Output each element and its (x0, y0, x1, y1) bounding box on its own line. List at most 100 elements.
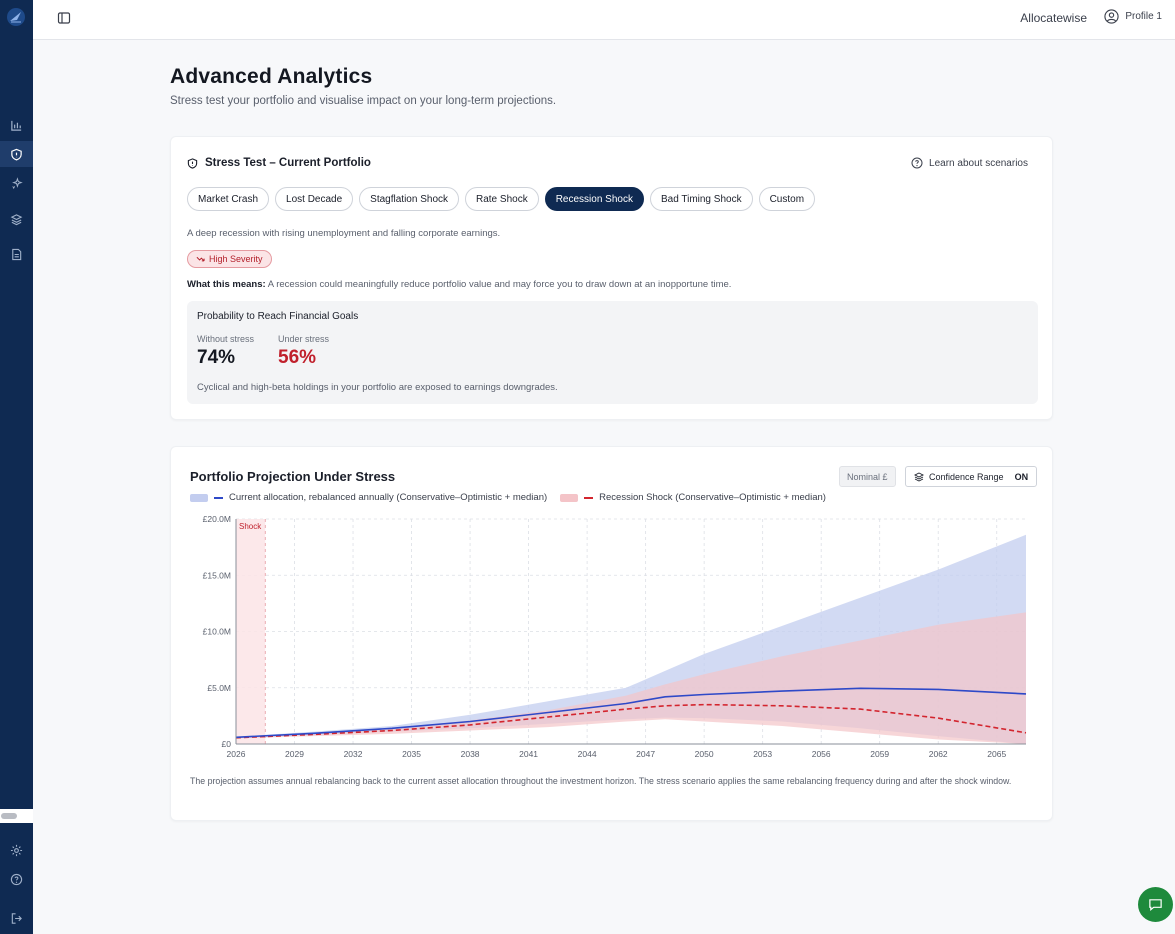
chat-button[interactable] (1138, 887, 1173, 922)
legend-line-stress (584, 496, 594, 499)
scenario-selector: Market Crash Lost Decade Stagflation Sho… (187, 187, 816, 211)
projection-chart: £0 £5.0M £10.0M £15.0M £20.0M 2026 2029 2032 203… (203, 514, 1027, 759)
sidebar (0, 0, 33, 934)
scenario-lost-decade[interactable]: Lost Decade (275, 187, 354, 211)
x-tick-label: 2032 (344, 749, 363, 759)
bar-chart-icon (11, 120, 22, 131)
scenario-rate-shock[interactable]: Rate Shock (465, 187, 539, 211)
confidence-range-state: ON (1014, 471, 1029, 482)
x-tick-label: 2059 (870, 749, 889, 759)
legend-line-base (214, 496, 223, 499)
user-circle-icon (1104, 9, 1119, 24)
trend-down-icon (196, 256, 205, 261)
base-median-line (235, 687, 1027, 739)
nav-documents[interactable] (0, 241, 33, 267)
y-tick-label: £20.0M (203, 514, 231, 524)
nav-insights[interactable] (0, 170, 33, 196)
confidence-range-label: Confidence Range (929, 471, 1004, 482)
x-tick-label: 2038 (461, 749, 480, 759)
without-stress-stat: Without stress 74% (197, 334, 254, 369)
scrollbar-thumb[interactable] (1, 813, 17, 819)
scenario-description: A deep recession with rising unemploymen… (187, 228, 501, 239)
x-tick-label: 2062 (929, 749, 948, 759)
nav-help[interactable] (0, 866, 33, 892)
layers-icon (10, 213, 23, 225)
severity-badge: High Severity (187, 250, 272, 268)
profile-menu[interactable]: Profile 1 (1104, 9, 1162, 24)
scenario-bad-timing-shock[interactable]: Bad Timing Shock (649, 187, 753, 211)
logout-icon (11, 912, 22, 924)
what-this-means: What this means: A recession could meani… (187, 279, 731, 290)
scenario-custom[interactable]: Custom (758, 187, 816, 211)
nav-reports[interactable] (0, 112, 33, 138)
under-stress-label: Under stress (278, 334, 330, 344)
learn-label: Learn about scenarios (929, 157, 1028, 169)
stress-confidence-band (236, 612, 1026, 744)
chart-footnote: The projection assumes annual rebalancin… (190, 776, 1012, 786)
scenario-market-crash[interactable]: Market Crash (187, 187, 270, 211)
help-icon (911, 157, 923, 169)
gear-icon (10, 844, 23, 856)
legend-swatch-base-band (190, 493, 208, 502)
stress-test-title: Stress Test – Current Portfolio (205, 157, 371, 169)
sparkles-icon (12, 176, 23, 189)
x-tick-label: 2035 (402, 749, 421, 759)
stress-median-line (235, 703, 1027, 739)
stress-test-header: Stress Test – Current Portfolio (187, 157, 371, 169)
meaning-text: A recession could meaningfully reduce po… (267, 279, 732, 290)
nav-stress-test[interactable] (0, 141, 33, 167)
y-tick-label: £15.0M (203, 570, 231, 580)
projection-card: Portfolio Projection Under Stress Nomina… (170, 446, 1053, 821)
nominal-currency-badge: Nominal £ (839, 466, 896, 487)
stress-test-card: Stress Test – Current Portfolio Learn ab… (170, 136, 1053, 420)
top-bar: Allocatewise Profile 1 (33, 0, 1175, 40)
under-stress-value: 56% (278, 347, 317, 368)
page-subtitle: Stress test your portfolio and visualise… (170, 95, 557, 107)
meaning-label: What this means: (187, 279, 266, 290)
without-stress-label: Without stress (197, 334, 255, 344)
confidence-range-toggle[interactable]: Confidence Range ON (905, 466, 1038, 487)
profile-label: Profile 1 (1125, 11, 1162, 22)
chat-icon (1149, 899, 1162, 911)
x-tick-label: 2056 (812, 749, 831, 759)
y-tick-label: £10.0M (203, 627, 231, 637)
sidebar-toggle-icon[interactable] (57, 11, 71, 25)
shield-icon (187, 157, 198, 169)
layers-icon (914, 471, 924, 482)
y-tick-label: £0 (222, 739, 232, 749)
sidebar-scrollbar[interactable] (0, 809, 33, 823)
probability-title: Probability to Reach Financial Goals (197, 311, 359, 322)
x-tick-label: 2029 (285, 749, 304, 759)
legend-label-base: Current allocation, rebalanced annually … (229, 492, 548, 503)
help-icon (10, 873, 23, 885)
shock-window (236, 519, 266, 744)
x-tick-label: 2041 (519, 749, 538, 759)
nav-logout[interactable] (0, 905, 33, 931)
nav-allocations[interactable] (0, 206, 33, 232)
learn-about-scenarios-link[interactable]: Learn about scenarios (911, 157, 1028, 169)
legend-label-stress: Recession Shock (Conservative–Optimistic… (599, 492, 826, 503)
page-title: Advanced Analytics (170, 65, 373, 88)
severity-label: High Severity (209, 254, 263, 264)
shield-icon (11, 148, 22, 161)
brand-name: Allocatewise (1020, 11, 1087, 25)
logo-icon[interactable] (6, 7, 26, 27)
x-tick-label: 2047 (636, 749, 655, 759)
without-stress-value: 74% (197, 347, 236, 368)
x-tick-label: 2044 (578, 749, 597, 759)
nav-settings[interactable] (0, 837, 33, 863)
chart-legend: Current allocation, rebalanced annually … (190, 492, 826, 503)
x-tick-label: 2053 (753, 749, 772, 759)
x-tick-label: 2065 (987, 749, 1006, 759)
chart-title: Portfolio Projection Under Stress (190, 469, 396, 484)
legend-swatch-stress-band (560, 493, 579, 502)
probability-note: Cyclical and high-beta holdings in your … (197, 382, 558, 393)
under-stress-stat: Under stress 56% (278, 334, 329, 369)
document-icon (12, 248, 22, 260)
scenario-stagflation-shock[interactable]: Stagflation Shock (359, 187, 459, 211)
x-tick-label: 2050 (695, 749, 714, 759)
x-tick-label: 2026 (227, 749, 246, 759)
scenario-recession-shock[interactable]: Recession Shock (544, 187, 644, 211)
shock-label: Shock (239, 522, 262, 531)
y-tick-label: £5.0M (207, 683, 231, 693)
